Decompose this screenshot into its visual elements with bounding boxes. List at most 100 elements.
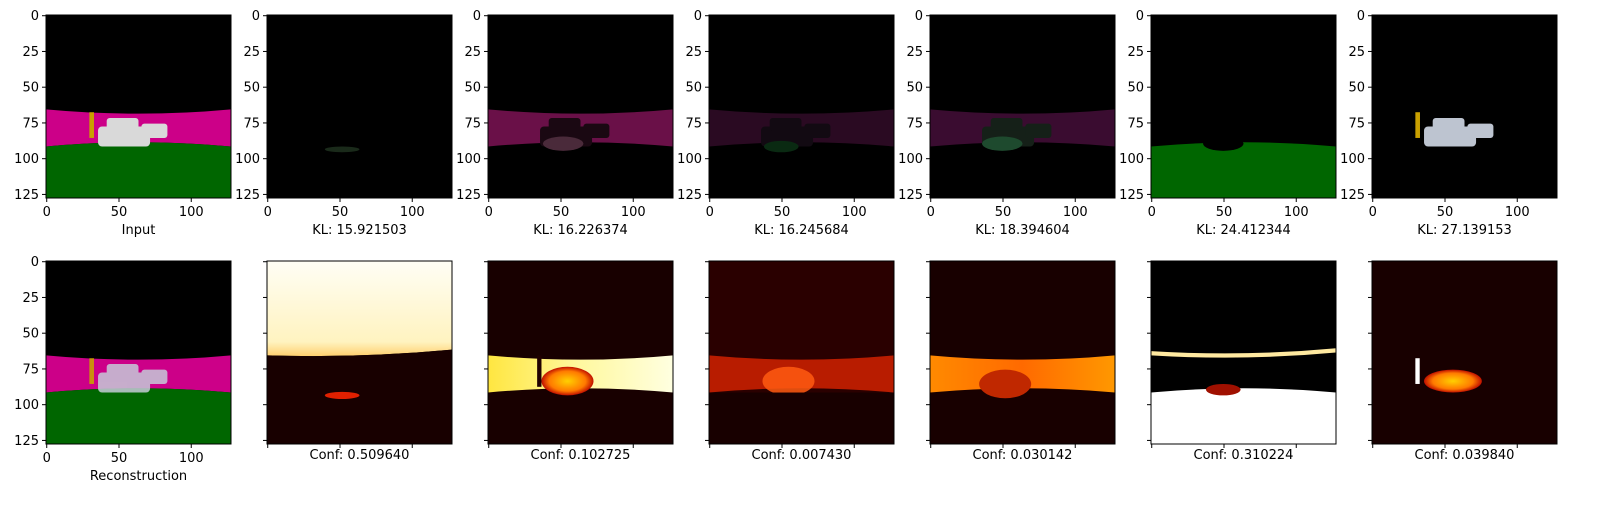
- x-tick-label: 50: [1216, 205, 1233, 220]
- panel-image: [46, 261, 231, 444]
- y-tick-label: 75: [906, 116, 923, 131]
- panel-caption: KL: 16.226374: [533, 223, 628, 238]
- car-far: [141, 124, 167, 138]
- image-background: [709, 15, 894, 198]
- grass: [46, 142, 231, 198]
- panel-content: [46, 261, 231, 444]
- y-tick-label: 50: [906, 81, 923, 96]
- image-background: [267, 15, 452, 198]
- y-tick-label: 50: [464, 81, 481, 96]
- y-tick-label: 50: [243, 81, 260, 96]
- heat-low-region: [709, 393, 894, 444]
- top-panel-0: 0 50 100 0 25 50 75 100 125 Input: [14, 9, 231, 238]
- panel-image: [709, 261, 894, 444]
- y-tick-label: 125: [14, 188, 39, 203]
- car-far: [141, 370, 167, 384]
- panel-content: [709, 261, 894, 444]
- x-tick-label: 50: [332, 205, 349, 220]
- panel-image: [709, 15, 894, 198]
- image-background: [1372, 15, 1557, 198]
- bottom-panel-5: Conf: 0.310224: [1147, 261, 1336, 463]
- panel-caption: Conf: 0.509640: [310, 448, 410, 463]
- top-panel-5: 0 50 100 0 25 50 75 100 125 KL: 24.412344: [1119, 9, 1336, 238]
- y-tick-label: 100: [14, 152, 39, 167]
- y-tick-label: 50: [685, 81, 702, 96]
- pole: [89, 358, 94, 384]
- panel-image: [1372, 261, 1557, 444]
- heat-sky-region: [267, 261, 452, 356]
- x-tick-label: 50: [553, 205, 570, 220]
- panel-image: [1151, 261, 1336, 444]
- x-tick-label: 0: [43, 451, 51, 466]
- car-hole: [1203, 137, 1243, 151]
- y-tick-label: 0: [1357, 9, 1365, 24]
- panel-caption: Conf: 0.310224: [1194, 448, 1294, 463]
- y-tick-label: 0: [31, 255, 39, 270]
- panel-caption: Reconstruction: [90, 469, 187, 484]
- panel-content: [1372, 15, 1557, 198]
- car-roof-near: [1433, 118, 1465, 131]
- y-tick-label: 0: [252, 9, 260, 24]
- grass: [46, 388, 231, 444]
- panel-content: [930, 15, 1115, 198]
- y-tick-label: 25: [464, 45, 481, 60]
- y-tick-label: 50: [22, 327, 39, 342]
- x-tick-label: 50: [111, 205, 128, 220]
- heat-car: [979, 370, 1031, 399]
- panel-image: [46, 15, 231, 198]
- x-tick-label: 0: [1148, 205, 1156, 220]
- y-tick-label: 25: [906, 45, 923, 60]
- x-tick-label: 100: [179, 451, 204, 466]
- panel-caption: KL: 16.245684: [754, 223, 849, 238]
- faint-car-blob: [325, 147, 360, 153]
- x-tick-label: 100: [1505, 205, 1530, 220]
- heat-car: [541, 367, 593, 396]
- y-tick-label: 125: [14, 434, 39, 449]
- panel-image: [930, 15, 1115, 198]
- y-tick-label: 75: [464, 116, 481, 131]
- panel-image: [1372, 15, 1557, 198]
- car-green-tint: [982, 137, 1022, 151]
- x-tick-label: 0: [485, 205, 493, 220]
- panel-caption: Conf: 0.102725: [531, 448, 631, 463]
- x-tick-label: 0: [43, 205, 51, 220]
- car-roof-near: [107, 364, 139, 377]
- grass: [1151, 142, 1336, 198]
- y-tick-label: 25: [22, 45, 39, 60]
- car-blur: [543, 137, 583, 151]
- top-panel-3: 0 50 1000255075100125KL: 16.245684: [677, 9, 894, 238]
- y-tick-label: 125: [456, 188, 481, 203]
- x-tick-label: 100: [179, 205, 204, 220]
- top-panel-4: 0 50 1000255075100125KL: 18.394604: [898, 9, 1115, 238]
- bottom-panel-2: Conf: 0.102725: [484, 261, 673, 463]
- y-tick-label: 75: [685, 116, 702, 131]
- y-tick-label: 75: [22, 362, 39, 377]
- y-tick-label: 125: [898, 188, 923, 203]
- y-tick-label: 50: [1127, 81, 1144, 96]
- y-tick-label: 0: [1136, 9, 1144, 24]
- y-tick-label: 100: [1340, 152, 1365, 167]
- heat-car-spot: [325, 392, 360, 399]
- panel-caption: KL: 18.394604: [975, 223, 1070, 238]
- y-tick-label: 25: [1127, 45, 1144, 60]
- car-green-tint: [764, 141, 799, 152]
- top-panel-1: 0 50 100 0 25 50 75 100 125 KL: 15.921503: [235, 9, 452, 238]
- x-tick-label: 0: [706, 205, 714, 220]
- panel-content: [267, 15, 452, 198]
- x-tick-label: 0: [1369, 205, 1377, 220]
- car-far: [1025, 124, 1051, 138]
- x-tick-label: 100: [400, 205, 425, 220]
- y-tick-label: 100: [456, 152, 481, 167]
- panel-content: [1372, 261, 1557, 444]
- panel-image: [930, 261, 1115, 444]
- y-tick-label: 0: [473, 9, 481, 24]
- panel-caption: Conf: 0.007430: [752, 448, 852, 463]
- x-tick-label: 100: [1063, 205, 1088, 220]
- y-tick-label: 25: [685, 45, 702, 60]
- image-background: [488, 15, 673, 198]
- panel-caption: KL: 27.139153: [1417, 223, 1512, 238]
- heat-grass-region: [1151, 388, 1336, 444]
- panel-content: [709, 15, 894, 198]
- y-tick-label: 100: [14, 398, 39, 413]
